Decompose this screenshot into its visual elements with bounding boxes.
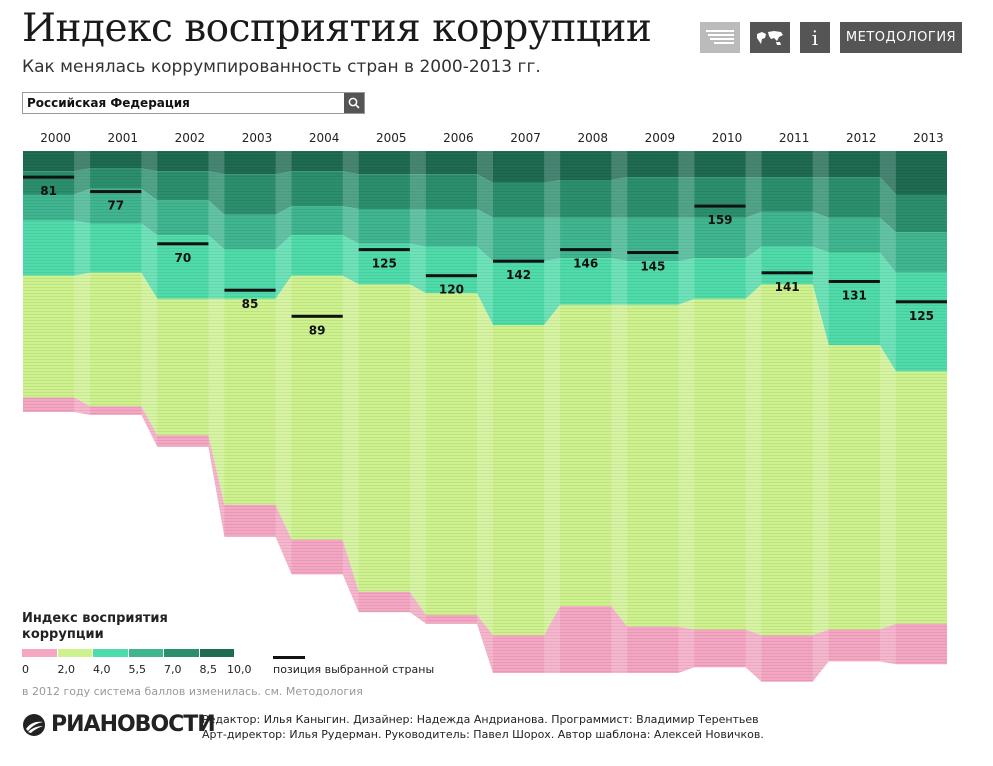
selected-position-marker[interactable] <box>90 190 142 194</box>
column-transition <box>745 151 762 682</box>
selected-position-marker[interactable] <box>694 204 746 208</box>
column-transition <box>544 151 561 673</box>
legend-title: Индекс восприятия коррупции <box>22 611 168 642</box>
selected-position-marker[interactable] <box>895 300 947 304</box>
band-2-4 <box>23 272 947 636</box>
selected-position-marker[interactable] <box>23 175 75 179</box>
selected-position-marker[interactable] <box>627 251 679 254</box>
selected-position-marker[interactable] <box>560 248 612 252</box>
legend-swatch <box>22 649 57 657</box>
info-button[interactable]: i <box>800 22 830 53</box>
column-transition <box>275 151 292 575</box>
year-label-2011: 2011 <box>779 131 810 145</box>
legend-tick-label: 5,5 <box>128 663 147 676</box>
table-icon <box>706 29 734 44</box>
band-5.5-7 <box>23 188 947 273</box>
column-transition <box>812 151 829 682</box>
world-map-icon <box>757 30 783 45</box>
selected-position-label: 145 <box>640 260 665 274</box>
year-label-2004: 2004 <box>309 131 340 145</box>
search-button[interactable] <box>344 93 364 113</box>
selected-position-marker[interactable] <box>493 259 545 263</box>
selected-position-marker[interactable] <box>358 248 410 252</box>
band-7-8.5 <box>23 168 947 233</box>
year-label-2008: 2008 <box>577 131 608 145</box>
country-search <box>22 92 365 114</box>
page-title: Индекс восприятия коррупции <box>22 6 652 51</box>
legend-tick-label: 10,0 <box>227 663 252 676</box>
band-8.5-10 <box>23 151 947 195</box>
selected-position-label: 125 <box>909 309 934 323</box>
footnote: в 2012 году система баллов изменилась. с… <box>22 685 363 698</box>
selected-position-label: 131 <box>842 289 867 303</box>
selected-position-label: 77 <box>107 199 124 213</box>
credits-line: Арт-директор: Илья Рудерман. Руководител… <box>202 728 764 741</box>
selected-position-label: 81 <box>40 184 57 198</box>
map-view-button[interactable] <box>750 22 790 53</box>
column-transition <box>678 151 695 673</box>
band-4-5.5 <box>23 220 947 372</box>
year-label-2001: 2001 <box>107 131 138 145</box>
selected-position-label: 125 <box>372 257 397 271</box>
legend-tick-label: 8,5 <box>199 663 218 676</box>
year-label-2006: 2006 <box>443 131 474 145</box>
selected-position-label: 120 <box>439 283 464 297</box>
year-label-2003: 2003 <box>242 131 273 145</box>
column-transition <box>74 151 91 415</box>
year-label-2012: 2012 <box>846 131 877 145</box>
selected-position-label: 85 <box>242 297 259 311</box>
column-transition <box>409 151 426 624</box>
column-transition <box>342 151 359 613</box>
ria-logo-text: РИАНОВОСТИ <box>51 712 216 737</box>
year-label-2010: 2010 <box>712 131 743 145</box>
page-subtitle: Как менялась коррумпированность стран в … <box>22 57 541 77</box>
column-transition <box>208 151 225 537</box>
column-transition <box>611 151 628 673</box>
selected-position-label: 159 <box>707 213 732 227</box>
selected-position-marker[interactable] <box>761 271 813 275</box>
selected-position-marker[interactable] <box>157 242 209 246</box>
credits-line: Редактор: Илья Каныгин. Дизайнер: Надежд… <box>202 713 759 726</box>
selected-position-marker[interactable] <box>425 274 477 278</box>
legend-position-line <box>273 656 305 659</box>
legend-swatch <box>199 649 234 657</box>
cpi-chart: 2000 2001 2002 2003 2004 2005 2006 2007 2008 2009… <box>23 131 947 682</box>
legend-tick-label: 2,0 <box>57 663 76 676</box>
selected-position-label: 89 <box>309 323 326 337</box>
credits: Редактор: Илья Каныгин. Дизайнер: Надежд… <box>202 712 764 742</box>
legend-tick-label: 0 <box>22 663 29 676</box>
legend-position-label: позиция выбранной страны <box>273 663 435 676</box>
column-transition <box>477 151 493 673</box>
selected-position-marker[interactable] <box>224 288 276 292</box>
legend-swatch <box>164 649 199 657</box>
band-0-2 <box>23 397 947 682</box>
column-transition <box>141 151 158 447</box>
year-label-2002: 2002 <box>175 131 206 145</box>
legend-swatch <box>57 649 92 657</box>
selected-position-label: 70 <box>175 251 192 265</box>
selected-position-label: 146 <box>573 257 598 271</box>
ria-logo-icon <box>23 713 45 736</box>
legend-tick-label: 7,0 <box>164 663 182 676</box>
legend-swatch <box>128 649 163 657</box>
year-label-2013: 2013 <box>913 131 944 145</box>
methodology-button[interactable]: МЕТОДОЛОГИЯ <box>840 22 962 53</box>
country-search-input[interactable] <box>27 95 337 111</box>
selected-position-marker[interactable] <box>291 314 343 318</box>
column-transition <box>879 151 896 665</box>
selected-position-label: 141 <box>775 280 800 294</box>
table-view-button[interactable] <box>700 22 740 53</box>
legend-swatch <box>93 649 128 657</box>
ria-logo: РИАНОВОСТИ <box>22 712 216 737</box>
search-icon <box>348 97 360 109</box>
year-label-2009: 2009 <box>645 131 676 145</box>
selected-position-label: 142 <box>506 268 531 282</box>
year-label-2000: 2000 <box>40 131 71 145</box>
legend-tick-label: 4,0 <box>93 663 111 676</box>
year-label-2005: 2005 <box>376 131 407 145</box>
selected-position-marker[interactable] <box>828 280 880 283</box>
year-label-2007: 2007 <box>510 131 541 145</box>
